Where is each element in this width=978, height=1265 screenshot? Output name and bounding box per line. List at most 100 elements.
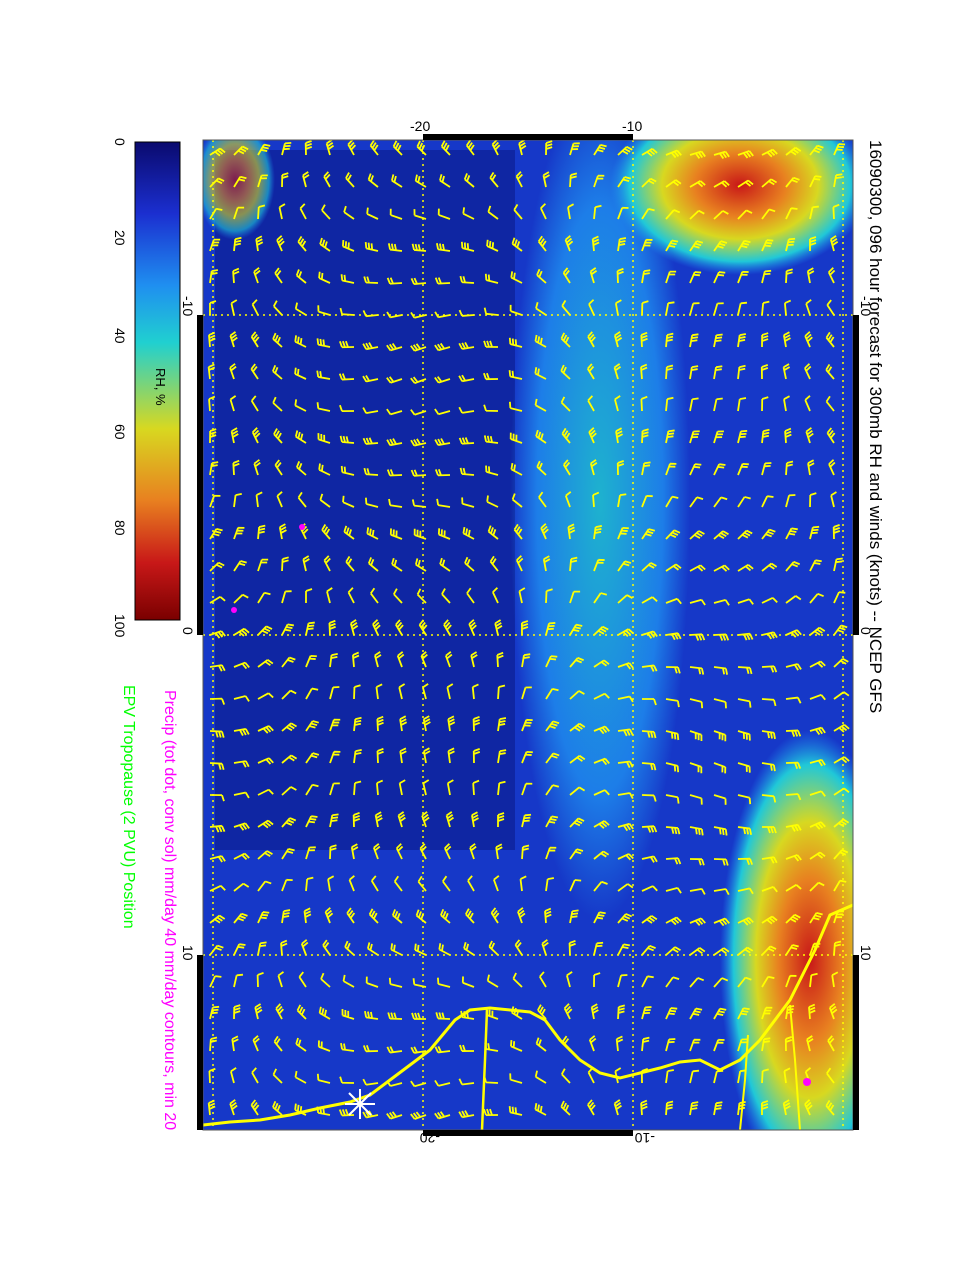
wind-barb (340, 274, 355, 284)
wind-barb (665, 239, 679, 252)
wind-barb (388, 977, 403, 988)
wind-barb (386, 438, 403, 447)
wind-barb (617, 206, 629, 220)
wind-barb (393, 875, 403, 892)
wind-barb (641, 762, 657, 771)
wind-barb (785, 974, 797, 988)
wind-barb (367, 942, 379, 956)
wind-barb (436, 498, 451, 508)
wind-barb (393, 588, 403, 604)
wind-barb (828, 1003, 838, 1020)
wind-barb (833, 879, 847, 892)
wind-barb (229, 1099, 238, 1116)
wind-barb (713, 564, 730, 572)
wind-barb (785, 176, 800, 188)
wind-barb (641, 300, 649, 316)
wind-barb (434, 311, 451, 319)
wind-barb (460, 241, 475, 252)
wind-barb (713, 888, 730, 896)
wind-barb (207, 363, 216, 380)
wind-barb (783, 1067, 791, 1084)
wind-barb (410, 438, 427, 447)
wind-barb (809, 790, 826, 797)
wind-barb (537, 1004, 547, 1020)
wind-barb (641, 238, 653, 252)
wind-barb (761, 1037, 771, 1052)
wind-barb (437, 208, 451, 220)
wind-barb (281, 786, 297, 796)
wind-barb (483, 435, 499, 444)
wind-barb (305, 783, 319, 796)
wind-barb (713, 430, 724, 444)
wind-barb (641, 975, 654, 988)
wind-barb (641, 528, 656, 540)
wind-barb (274, 267, 283, 284)
wind-barb (420, 651, 428, 668)
wind-barb (665, 149, 682, 159)
wind-barb (462, 526, 475, 540)
wind-barb (434, 277, 451, 285)
wind-barb (785, 913, 801, 924)
wind-barb (387, 1012, 403, 1020)
wind-barb (294, 399, 307, 412)
wind-barb (386, 277, 403, 285)
wind-barb (737, 1007, 750, 1020)
wind-barb (567, 203, 575, 220)
wind-barb (521, 718, 533, 732)
wind-barb (713, 826, 728, 836)
wind-barb (617, 792, 634, 799)
wind-barb (569, 817, 585, 828)
wind-barb (713, 599, 730, 606)
wind-barb (593, 525, 602, 540)
wind-barb (761, 945, 777, 956)
wind-barb (447, 715, 456, 732)
wind-barb (737, 209, 753, 220)
wind-barb (343, 205, 355, 220)
axis-bar (423, 1130, 633, 1136)
wind-barb (785, 696, 802, 704)
wind-barb (809, 205, 819, 220)
wind-barb (568, 939, 576, 956)
wind-barb (809, 881, 825, 892)
wind-barb (593, 789, 610, 796)
wind-barb (569, 556, 578, 572)
wind-barb (272, 396, 283, 412)
wind-barb (386, 408, 403, 416)
wind-barb (437, 528, 451, 540)
wind-barb (376, 747, 384, 764)
wind-barb (486, 239, 499, 252)
wind-barb (832, 524, 841, 540)
wind-barb (761, 148, 778, 158)
wind-barb (413, 528, 427, 540)
wind-barb (536, 268, 547, 284)
wind-barb (785, 460, 794, 476)
wind-barb (272, 1100, 283, 1116)
wind-barb (713, 762, 727, 774)
wind-barb (497, 780, 506, 796)
wind-barb (257, 591, 271, 604)
wind-barb (281, 590, 292, 604)
wind-barb (825, 395, 835, 412)
wind-barb (317, 1040, 331, 1052)
wind-barb (416, 588, 427, 604)
wind-barb (538, 491, 547, 508)
wind-barb (832, 203, 840, 220)
wind-barb (389, 528, 403, 540)
wind-barb (761, 208, 776, 220)
wind-barb (617, 1004, 626, 1020)
wind-barb (342, 974, 355, 988)
wind-barb (640, 363, 648, 380)
wind-barb (689, 947, 706, 956)
wind-barb (281, 878, 293, 892)
wind-barb (459, 275, 475, 284)
wind-barb (713, 397, 723, 412)
wind-barb (233, 175, 247, 188)
wind-barb (665, 529, 681, 540)
wind-barb (363, 467, 379, 476)
wind-barb (302, 171, 310, 188)
wind-barb (274, 459, 283, 476)
wind-barb (461, 497, 475, 508)
wind-barb (665, 857, 682, 865)
wind-barb (340, 1042, 355, 1052)
wind-barb (374, 811, 383, 828)
